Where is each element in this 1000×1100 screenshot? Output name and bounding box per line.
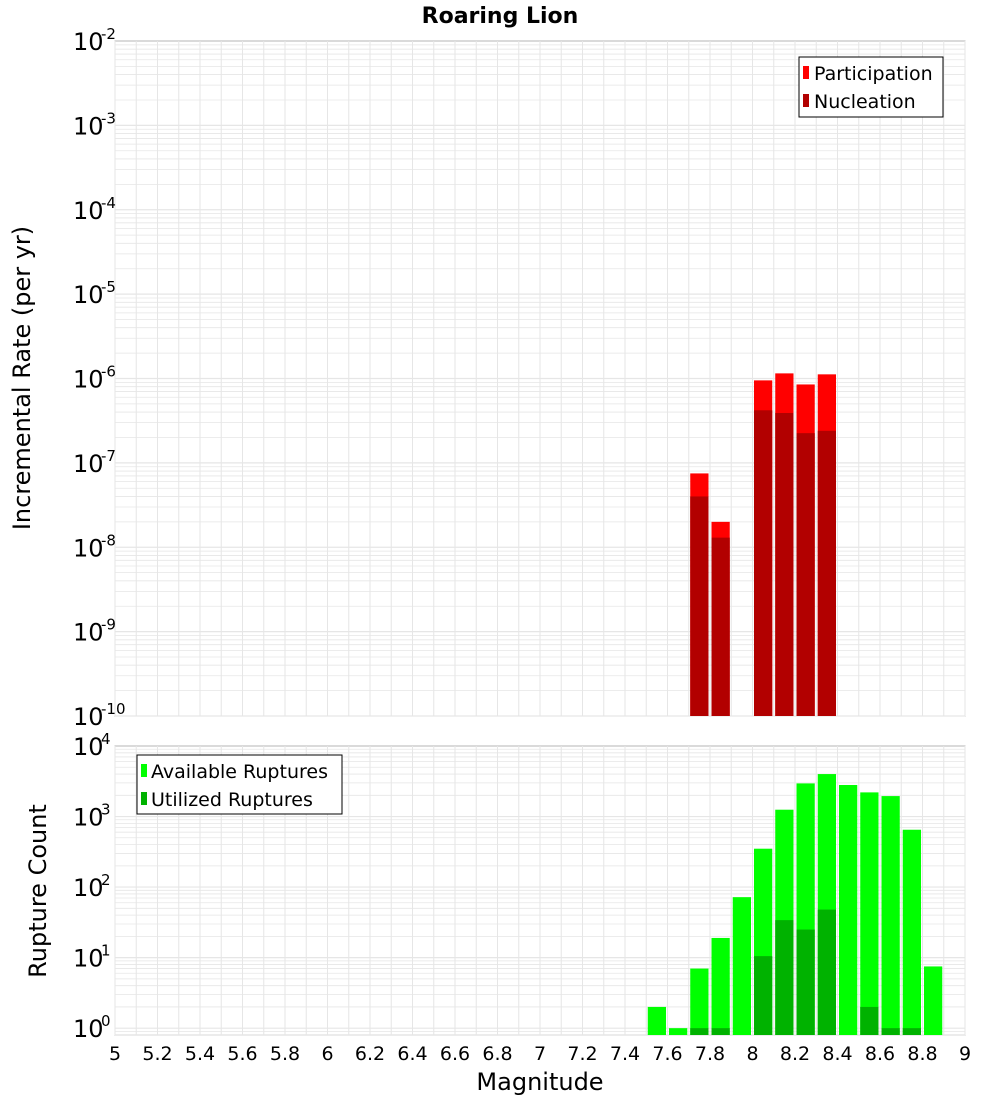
rate-y-axis-label: Incremental Rate (per yr) <box>8 226 36 530</box>
x-tick-label: 5.8 <box>270 1043 300 1065</box>
count-y-axis-label: Rupture Count <box>24 804 52 978</box>
available-ruptures-bar <box>669 1028 688 1035</box>
utilized-ruptures-bar <box>902 1028 921 1035</box>
y-tick-label: 10 <box>73 281 104 309</box>
available-legend-label: Available Ruptures <box>151 761 328 783</box>
count-legend: Available Ruptures Utilized Ruptures <box>136 754 343 815</box>
x-axis-label: Magnitude <box>476 1068 603 1096</box>
y-tick-exponent: 1 <box>101 942 111 960</box>
rate-legend: Participation Nucleation <box>798 56 944 118</box>
utilized-ruptures-bar <box>881 1028 900 1035</box>
utilized-ruptures-bar <box>711 1028 730 1035</box>
count-bars <box>647 774 943 1035</box>
utilized-ruptures-bar <box>860 1006 879 1035</box>
y-tick-label: 10 <box>73 804 104 832</box>
x-tick-label: 8.4 <box>822 1043 852 1065</box>
count-legend-box <box>136 754 343 815</box>
x-tick-label: 6 <box>321 1043 333 1065</box>
y-tick-exponent: 3 <box>101 801 111 819</box>
rate-legend-box <box>798 56 944 118</box>
nucleation-bar <box>817 430 836 716</box>
y-tick-label: 10 <box>73 112 104 140</box>
y-tick-label: 10 <box>73 874 104 902</box>
x-tick-label: 9 <box>959 1043 971 1065</box>
rate-y-axis-ticks: 10-210-310-410-510-610-710-810-910-10 <box>73 25 126 731</box>
rate-gridlines <box>114 41 966 717</box>
utilized-ruptures-bar <box>690 1028 709 1035</box>
available-ruptures-bar <box>690 968 709 1035</box>
available-ruptures-bar <box>860 792 879 1035</box>
utilized-ruptures-bar <box>754 956 773 1035</box>
y-tick-exponent: 2 <box>101 871 111 889</box>
x-tick-label: 5.6 <box>227 1043 257 1065</box>
y-tick-label: 10 <box>73 366 104 394</box>
nucleation-bar <box>796 433 815 716</box>
x-tick-label: 8.8 <box>907 1043 937 1065</box>
rate-bars <box>690 373 836 716</box>
nucleation-bar <box>754 410 773 716</box>
y-tick-label: 10 <box>73 534 104 562</box>
x-tick-label: 6.8 <box>482 1043 512 1065</box>
available-ruptures-bar <box>924 966 943 1035</box>
y-tick-label: 10 <box>73 703 104 731</box>
y-tick-label: 10 <box>73 945 104 973</box>
y-tick-label: 10 <box>73 619 104 647</box>
available-ruptures-bar <box>647 1006 666 1035</box>
available-ruptures-bar <box>839 784 858 1035</box>
y-tick-exponent: -10 <box>101 700 126 718</box>
nucleation-legend-swatch <box>803 94 809 107</box>
available-ruptures-bar <box>902 829 921 1035</box>
nucleation-bar <box>711 537 730 716</box>
available-legend-swatch <box>141 764 147 777</box>
y-tick-exponent: -3 <box>101 109 116 127</box>
x-tick-label: 6.2 <box>355 1043 385 1065</box>
y-tick-exponent: -2 <box>101 25 116 43</box>
y-tick-label: 10 <box>73 1015 104 1043</box>
nucleation-legend-label: Nucleation <box>814 91 916 113</box>
x-tick-label: 8 <box>746 1043 758 1065</box>
utilized-legend-label: Utilized Ruptures <box>151 789 313 811</box>
utilized-ruptures-bar <box>796 929 815 1035</box>
y-tick-label: 10 <box>73 28 104 56</box>
nucleation-bar <box>775 413 794 716</box>
y-tick-exponent: -5 <box>101 278 116 296</box>
available-ruptures-bar <box>881 796 900 1035</box>
utilized-ruptures-bar <box>775 920 794 1035</box>
y-tick-exponent: -7 <box>101 447 116 465</box>
nucleation-bar <box>690 496 709 716</box>
x-tick-label: 7.6 <box>652 1043 682 1065</box>
x-tick-label: 7.4 <box>610 1043 640 1065</box>
x-tick-label: 7.2 <box>567 1043 597 1065</box>
x-tick-label: 5.2 <box>142 1043 172 1065</box>
x-tick-label: 7 <box>534 1043 546 1065</box>
x-tick-label: 8.6 <box>865 1043 895 1065</box>
y-tick-label: 10 <box>73 450 104 478</box>
available-ruptures-bar <box>732 897 751 1035</box>
x-tick-label: 8.2 <box>780 1043 810 1065</box>
y-tick-exponent: -8 <box>101 531 116 549</box>
y-tick-label: 10 <box>73 733 104 761</box>
y-tick-exponent: 0 <box>101 1012 111 1030</box>
x-tick-label: 5.4 <box>185 1043 215 1065</box>
y-tick-exponent: -9 <box>101 616 116 634</box>
x-tick-label: 6.4 <box>397 1043 427 1065</box>
y-tick-exponent: -4 <box>101 194 116 212</box>
y-tick-label: 10 <box>73 197 104 225</box>
available-ruptures-bar <box>711 937 730 1035</box>
y-tick-exponent: 4 <box>101 730 111 748</box>
participation-legend-label: Participation <box>814 63 933 85</box>
chart-title: Roaring Lion <box>422 4 579 29</box>
x-tick-label: 6.6 <box>440 1043 470 1065</box>
x-tick-label: 5 <box>109 1043 121 1065</box>
participation-legend-swatch <box>803 66 809 79</box>
x-tick-label: 7.8 <box>695 1043 725 1065</box>
utilized-ruptures-bar <box>817 909 836 1035</box>
y-tick-exponent: -6 <box>101 363 116 381</box>
x-axis-ticks: 5 5.2 5.4 5.6 5.8 6 6.2 6.4 6.6 6.8 7 7.2 7.4 7.6 7.8 8… <box>109 1043 971 1065</box>
utilized-legend-swatch <box>141 792 147 805</box>
